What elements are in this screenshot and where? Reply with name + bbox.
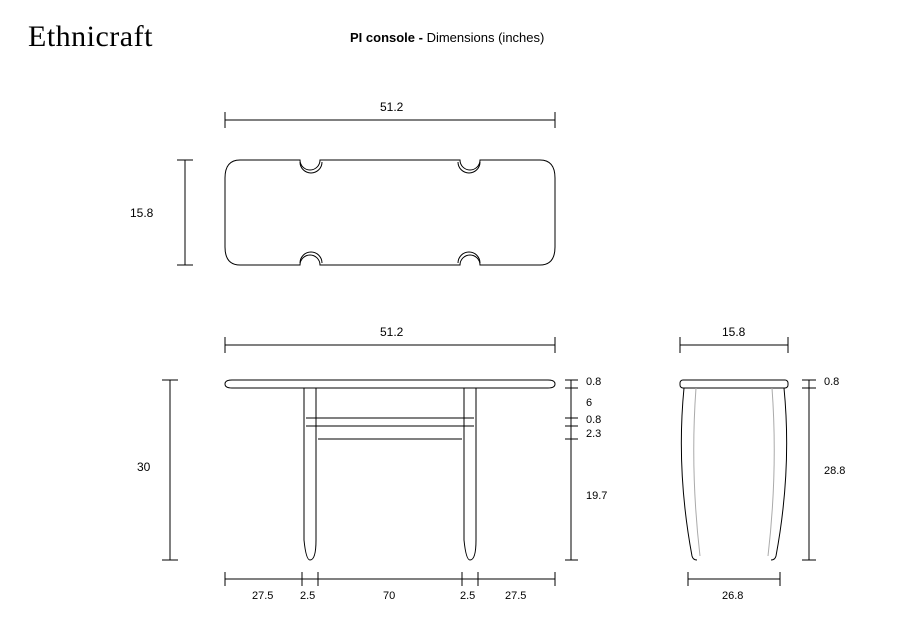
side-view-drawing	[0, 0, 900, 637]
side-top-width-label: 15.8	[722, 325, 745, 339]
side-right-top-label: 0.8	[824, 376, 839, 388]
side-right-bottom-label: 28.8	[824, 465, 845, 477]
spec-sheet: Ethnicraft PI console - Dimensions (inch…	[0, 0, 900, 637]
side-bottom-width-label: 26.8	[722, 590, 743, 602]
